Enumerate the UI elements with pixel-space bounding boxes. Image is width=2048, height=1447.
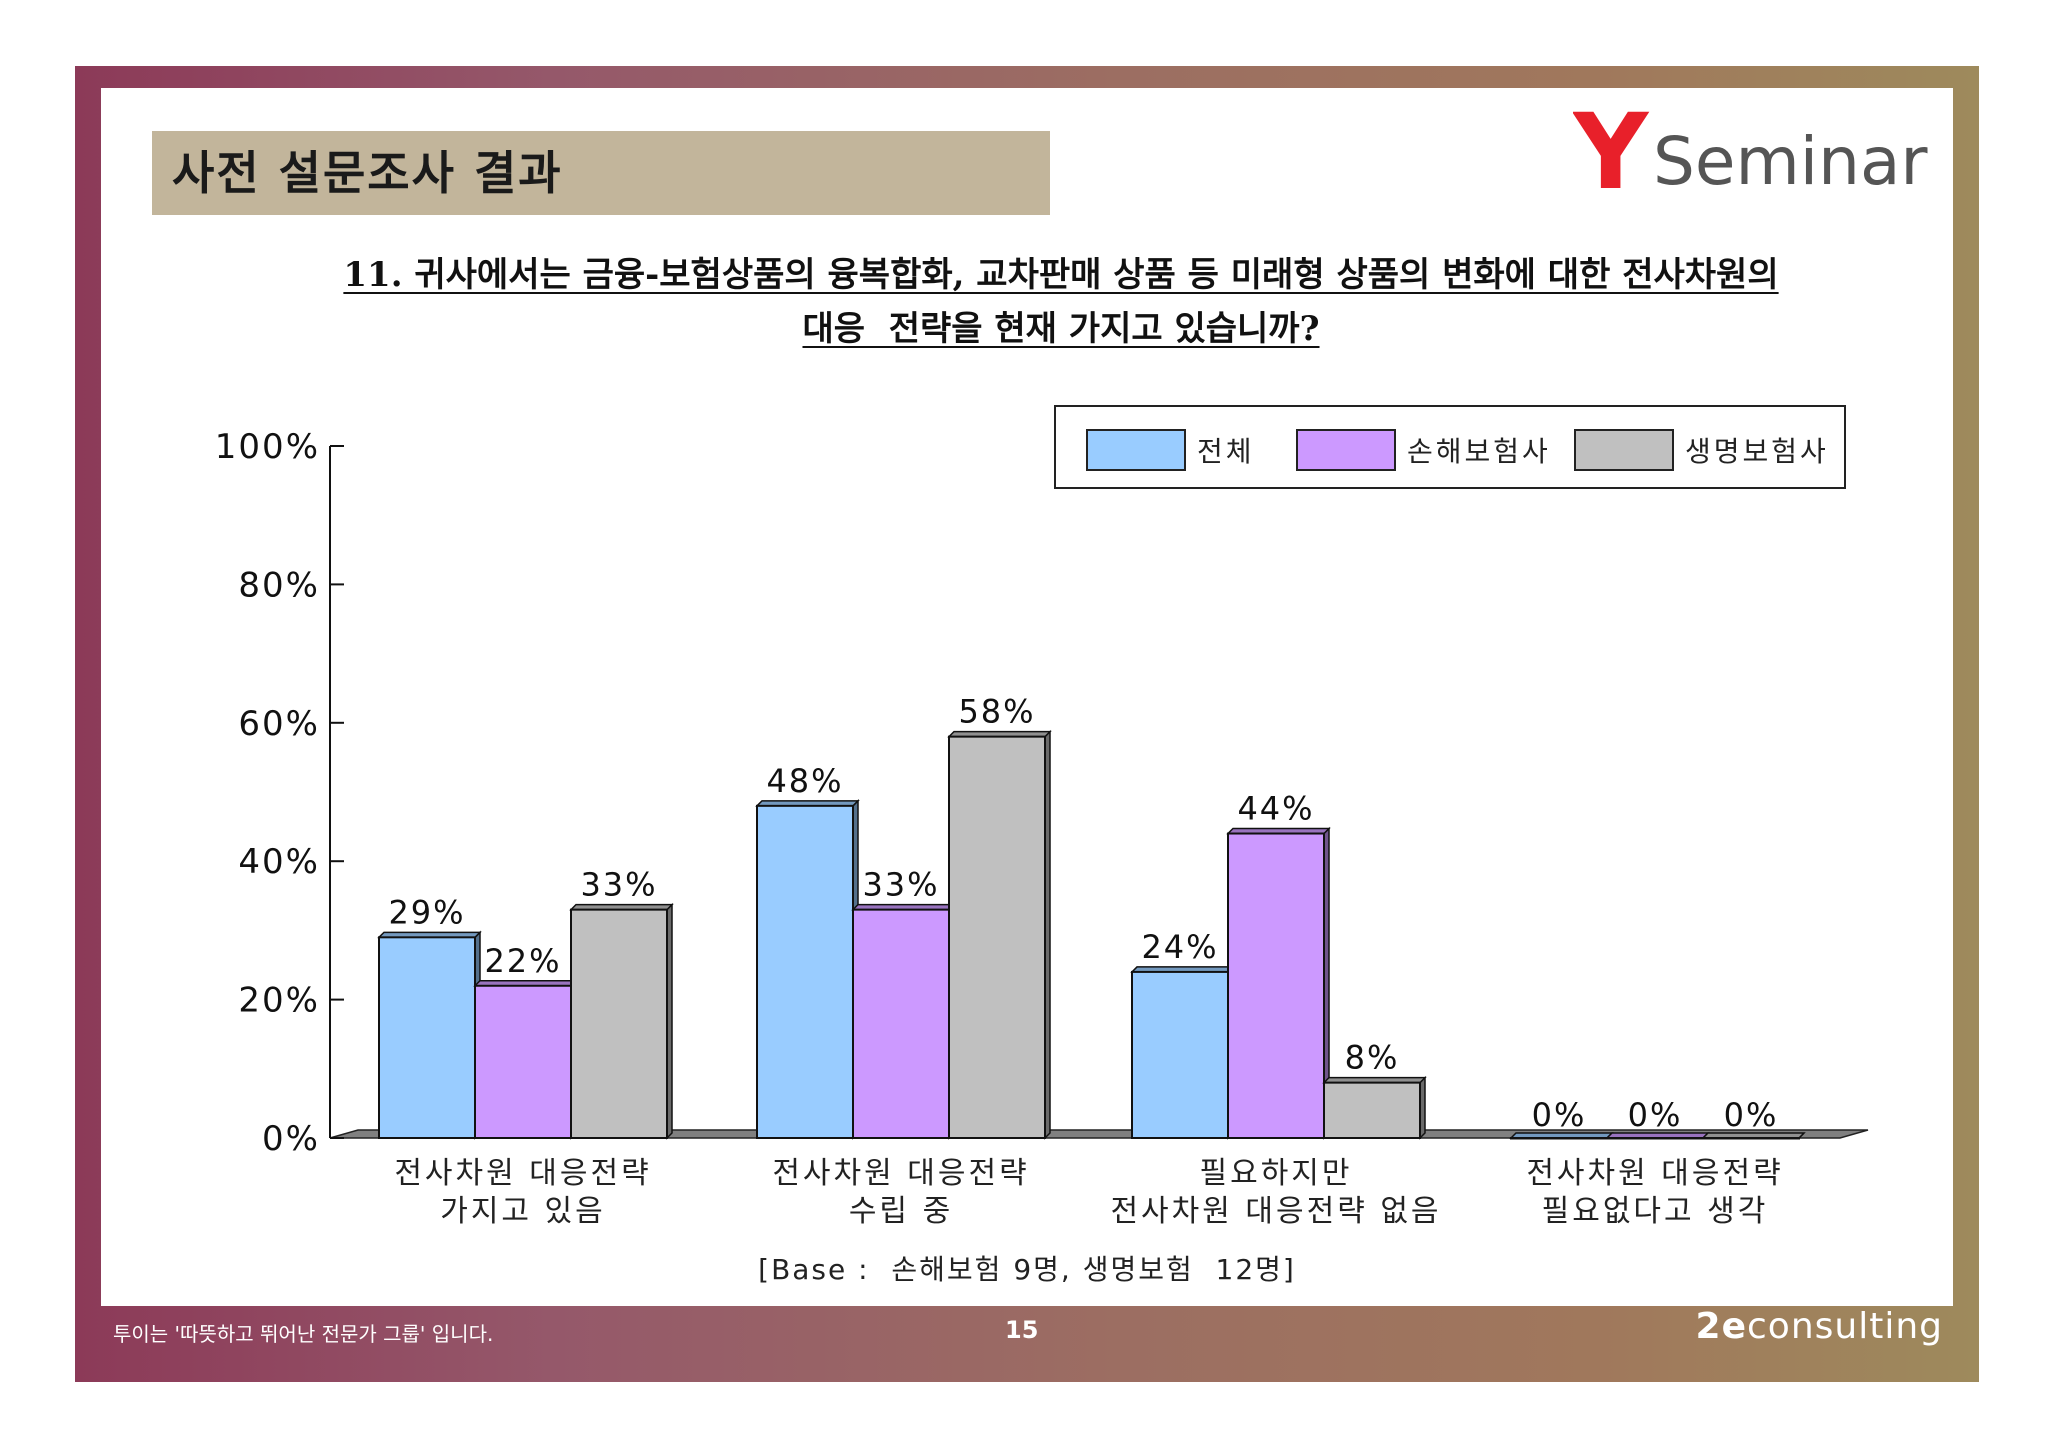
y-seminar-logo: Y Seminar [1573,106,1928,206]
legend-swatch [1086,429,1186,471]
category-label: 필요없다고 생각 [1542,1194,1769,1229]
footer-tagline: 투이는 '따뜻하고 뛰어난 전문가 그룹' 입니다. [113,1322,494,1346]
data-label: 22% [484,942,561,980]
category-label: 전사차원 대응전략 [394,1156,651,1191]
y-tick-label: 60% [238,704,320,744]
bar [1131,970,1229,1139]
page-number: 15 [1005,1316,1039,1344]
consulting-logo: 2econsulting [1696,1306,1943,1347]
legend-swatch [1574,429,1674,471]
bar [1323,1081,1421,1140]
survey-question: 11. 귀사에서는 금융-보험상품의 융복합화, 교차판매 상품 등 미래형 상… [281,248,1841,356]
brand-text: consulting [1747,1306,1943,1347]
bar [948,735,1046,1139]
question-line-2: 대응 전략을 현재 가지고 있습니까? [802,309,1320,349]
category-label: 전사차원 대응전략 없음 [1110,1194,1441,1229]
data-label: 0% [1724,1096,1779,1134]
bar-chart: 0% 20% 40% 60% 80% 100% 29% 48% 24% 0% 22% 33% 44% 0%… [215,405,1869,1229]
data-label: 58% [958,693,1035,731]
logo-seminar: Seminar [1653,123,1928,200]
bar [756,804,854,1140]
data-label: 29% [388,893,465,931]
data-label: 0% [1532,1096,1587,1134]
data-label: 0% [1628,1096,1683,1134]
y-tick-label: 0% [262,1119,320,1159]
title-bar: 사전 설문조사 결과 [152,131,1050,215]
category-label: 수립 중 [849,1194,953,1229]
bar [1510,1137,1608,1140]
slide-panel: 사전 설문조사 결과 Y Seminar 11. 귀사에서는 금융-보험상품의 … [101,88,1953,1306]
legend-label: 생명보험사 [1685,435,1829,468]
y-tick-label: 100% [215,427,320,467]
data-label: 33% [580,866,657,904]
category-label: 가지고 있음 [440,1194,606,1229]
data-label: 33% [862,866,939,904]
y-tick-label: 80% [238,565,320,605]
bar [570,908,668,1140]
data-label: 48% [766,762,843,800]
page-title: 사전 설문조사 결과 [172,146,563,200]
legend-label: 손해보험사 [1407,435,1551,468]
bar [1606,1137,1704,1140]
data-label: 8% [1345,1039,1400,1077]
question-line-1: 11. 귀사에서는 금융-보험상품의 융복합화, 교차판매 상품 등 미래형 상… [343,255,1779,295]
legend-swatch [1296,429,1396,471]
bar [1702,1137,1800,1140]
slide-frame: 사전 설문조사 결과 Y Seminar 11. 귀사에서는 금융-보험상품의 … [75,66,1979,1382]
category-label: 전사차원 대응전략 [1526,1156,1783,1191]
brand-mark: 2e [1695,1306,1747,1347]
legend-label: 전체 [1197,435,1255,468]
logo-y: Y [1573,106,1650,206]
legend-box [1054,405,1846,489]
bar [378,936,476,1139]
bar [474,984,572,1140]
bar [1227,832,1325,1140]
data-label: 44% [1237,790,1314,828]
category-label: 전사차원 대응전략 [772,1156,1029,1191]
bar [852,908,950,1140]
category-label: 필요하지만 [1200,1156,1353,1191]
y-tick-label: 40% [238,842,320,882]
data-label: 24% [1141,928,1218,966]
y-tick-label: 20% [238,981,320,1021]
base-note: [Base : 손해보험 9명, 생명보험 12명] [758,1253,1296,1286]
